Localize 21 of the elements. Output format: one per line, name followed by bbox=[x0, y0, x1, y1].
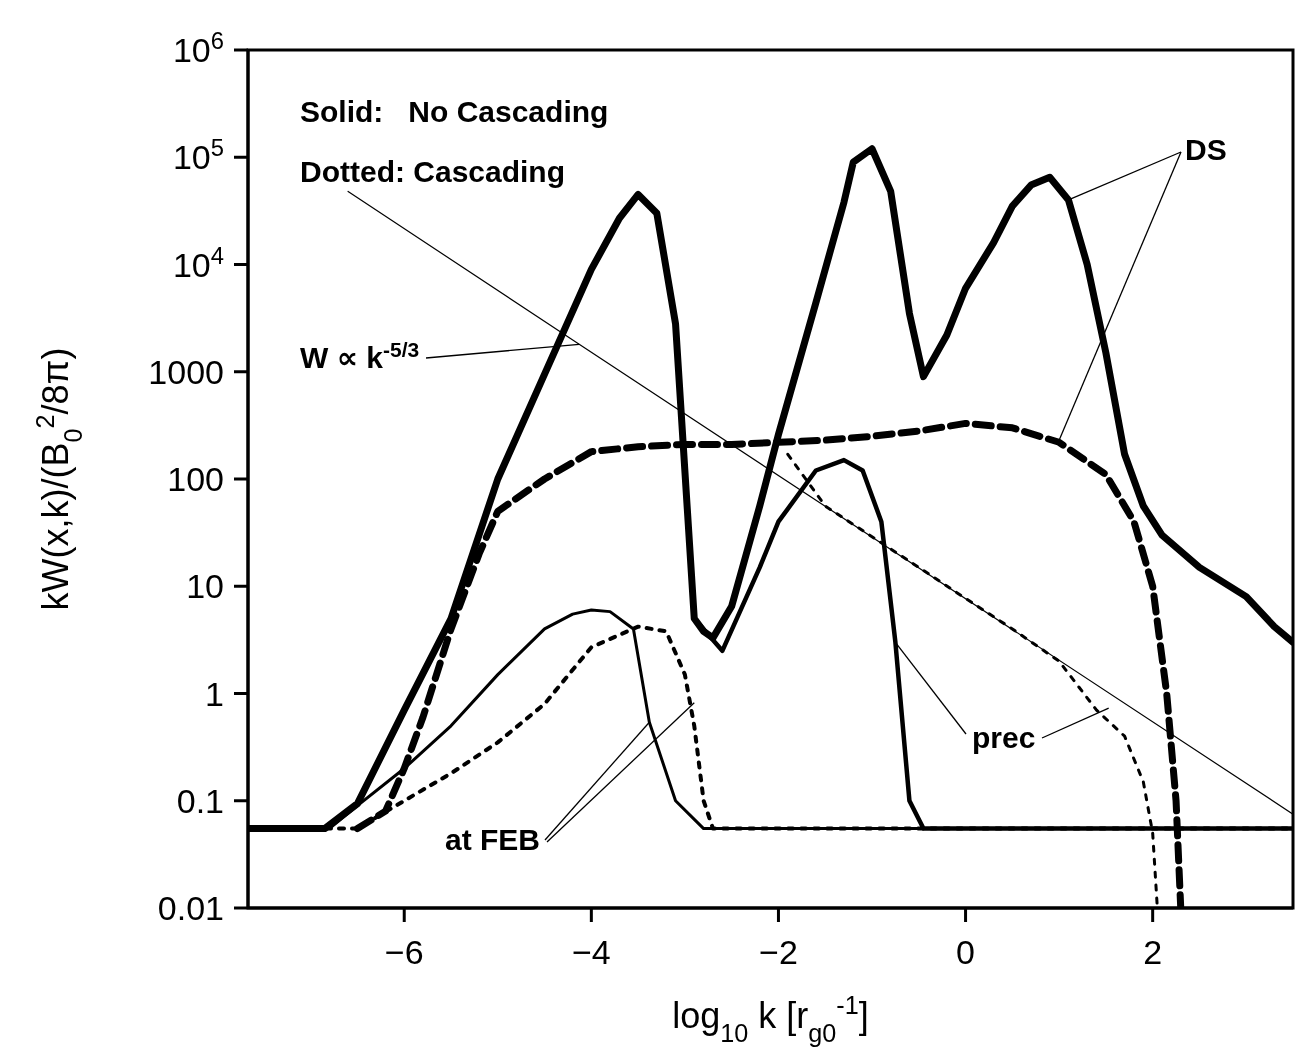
y-tick-label: 0.1 bbox=[176, 781, 224, 820]
y-tick-label: 1 bbox=[205, 674, 224, 713]
annotation: DS bbox=[1185, 133, 1227, 166]
y-tick-label: 10$^{4}$ bbox=[172, 241, 224, 284]
annotation: prec bbox=[972, 721, 1036, 754]
annotation: Solid: No Cascading bbox=[300, 95, 609, 128]
y-tick-label: 1000 bbox=[148, 352, 224, 391]
x-axis-title: log$_{10}$ k [r$_{g0}$$^{-1}$] bbox=[672, 991, 869, 1047]
y-tick-label: 0.01 bbox=[157, 889, 224, 927]
y-tick-label: 10 bbox=[186, 567, 224, 606]
y-tick-label: 100 bbox=[167, 460, 224, 498]
x-tick-label: 0 bbox=[956, 933, 976, 971]
x-tick-label: −6 bbox=[384, 933, 424, 971]
annotation: at FEB bbox=[445, 823, 541, 856]
y-tick-label: 10$^{5}$ bbox=[172, 133, 224, 177]
annotation: Dotted: Cascading bbox=[300, 155, 566, 188]
y-tick-label: 10$^{6}$ bbox=[172, 26, 224, 69]
x-tick-label: −2 bbox=[759, 933, 798, 971]
x-tick-label: 2 bbox=[1143, 933, 1163, 971]
annotation: W ∝ k$^{-5/3}$ bbox=[300, 337, 420, 374]
x-tick-label: −4 bbox=[571, 933, 611, 971]
